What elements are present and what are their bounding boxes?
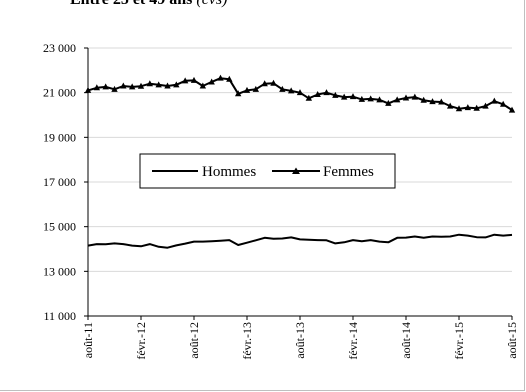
data-point-femmes	[226, 75, 233, 82]
data-point-femmes	[314, 90, 321, 97]
data-point-femmes	[252, 85, 260, 92]
data-point-femmes	[279, 85, 286, 92]
x-tick-label: août-11	[81, 322, 95, 358]
data-point-femmes	[508, 106, 516, 113]
chart-title: Entre 25 et 49 ans (cvs)	[70, 0, 227, 9]
x-tick-label: févr.-14	[346, 322, 360, 360]
data-point-femmes	[120, 82, 127, 89]
data-point-femmes	[261, 80, 268, 87]
data-point-femmes	[146, 80, 154, 87]
data-point-femmes	[455, 105, 463, 112]
data-point-femmes	[464, 104, 472, 111]
data-point-femmes	[243, 86, 251, 93]
data-point-femmes	[155, 81, 162, 88]
y-tick-label: 15 000	[43, 220, 76, 234]
data-point-femmes	[376, 96, 383, 103]
data-point-femmes	[164, 82, 171, 89]
data-point-femmes	[137, 82, 145, 89]
data-point-femmes	[93, 84, 101, 91]
data-point-femmes	[128, 83, 136, 90]
data-point-femmes	[491, 97, 498, 104]
y-tick-label: 21 000	[43, 86, 76, 100]
chart-title-text: Entre 25 et 49 ans	[70, 0, 192, 8]
data-point-femmes	[420, 96, 427, 103]
data-point-femmes	[84, 86, 92, 93]
data-point-femmes	[402, 94, 410, 101]
data-point-femmes	[438, 98, 445, 105]
data-point-femmes	[385, 99, 392, 106]
data-point-femmes	[482, 102, 489, 109]
y-tick-label: 19 000	[43, 130, 76, 144]
data-point-femmes	[429, 98, 436, 105]
y-tick-label: 13 000	[43, 264, 76, 278]
grid-lines	[88, 47, 512, 272]
x-tick-label: août-14	[399, 322, 413, 359]
data-point-femmes	[217, 74, 224, 81]
series-group	[84, 74, 516, 249]
data-point-femmes	[393, 96, 401, 103]
data-point-femmes	[270, 79, 277, 86]
data-point-femmes	[181, 77, 189, 84]
series-line-hommes	[87, 233, 513, 249]
legend-label-femmes: Femmes	[323, 164, 374, 180]
data-point-femmes	[332, 91, 339, 98]
y-axis-ticks: 11 000 13 000 15 000 17 000 19 000 21 000 23 0…	[43, 41, 88, 323]
x-tick-label: févr.-12	[134, 322, 148, 360]
y-tick-label: 11 000	[43, 309, 76, 323]
legend-marker-femmes	[292, 167, 300, 174]
data-point-femmes	[305, 94, 313, 101]
data-point-femmes	[446, 102, 454, 109]
x-axis-ticks: août-11 févr.-12 août-12 févr.-13 août-13 fév…	[81, 316, 519, 360]
data-point-femmes	[199, 82, 207, 89]
data-point-femmes	[234, 90, 242, 97]
data-point-femmes	[367, 95, 374, 102]
data-point-femmes	[102, 83, 109, 90]
chart-title-unit: (cvs)	[196, 0, 227, 8]
legend: Hommes Femmes	[139, 153, 396, 189]
data-point-femmes	[349, 93, 357, 100]
x-tick-label: août-12	[187, 322, 201, 359]
x-tick-label: août-13	[293, 322, 307, 359]
data-point-femmes	[340, 93, 348, 100]
data-point-femmes	[287, 87, 295, 94]
y-tick-label: 17 000	[43, 175, 76, 189]
data-point-femmes	[411, 93, 419, 100]
data-point-femmes	[190, 76, 198, 83]
x-tick-label: août-15	[505, 322, 519, 359]
data-point-femmes	[111, 85, 118, 92]
y-tick-label: 23 000	[43, 41, 76, 55]
x-tick-label: févr.-15	[452, 322, 466, 360]
data-point-femmes	[323, 89, 330, 96]
data-point-femmes	[296, 89, 304, 96]
legend-label-hommes: Hommes	[202, 164, 256, 180]
data-point-femmes	[208, 78, 215, 85]
x-tick-label: févr.-13	[240, 322, 254, 360]
data-point-femmes	[358, 95, 366, 102]
data-point-femmes	[499, 100, 507, 107]
data-point-femmes	[173, 81, 180, 88]
data-point-femmes	[473, 104, 480, 111]
